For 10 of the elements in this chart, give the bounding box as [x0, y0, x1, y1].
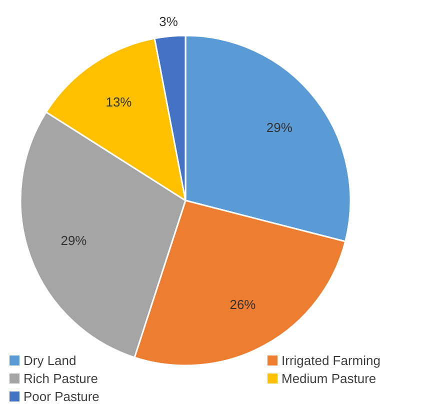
- legend-label: Poor Pasture: [24, 389, 100, 404]
- legend-label: Medium Pasture: [282, 371, 376, 386]
- data-label: 13%: [106, 94, 132, 110]
- legend-label: Irrigated Farming: [282, 353, 380, 368]
- data-label: 26%: [230, 297, 256, 312]
- legend-label: Rich Pasture: [24, 371, 98, 386]
- data-label: 3%: [159, 14, 178, 29]
- data-label: 29%: [60, 233, 88, 248]
- legend-label: Dry Land: [24, 353, 76, 368]
- data-label: 29%: [266, 120, 293, 136]
